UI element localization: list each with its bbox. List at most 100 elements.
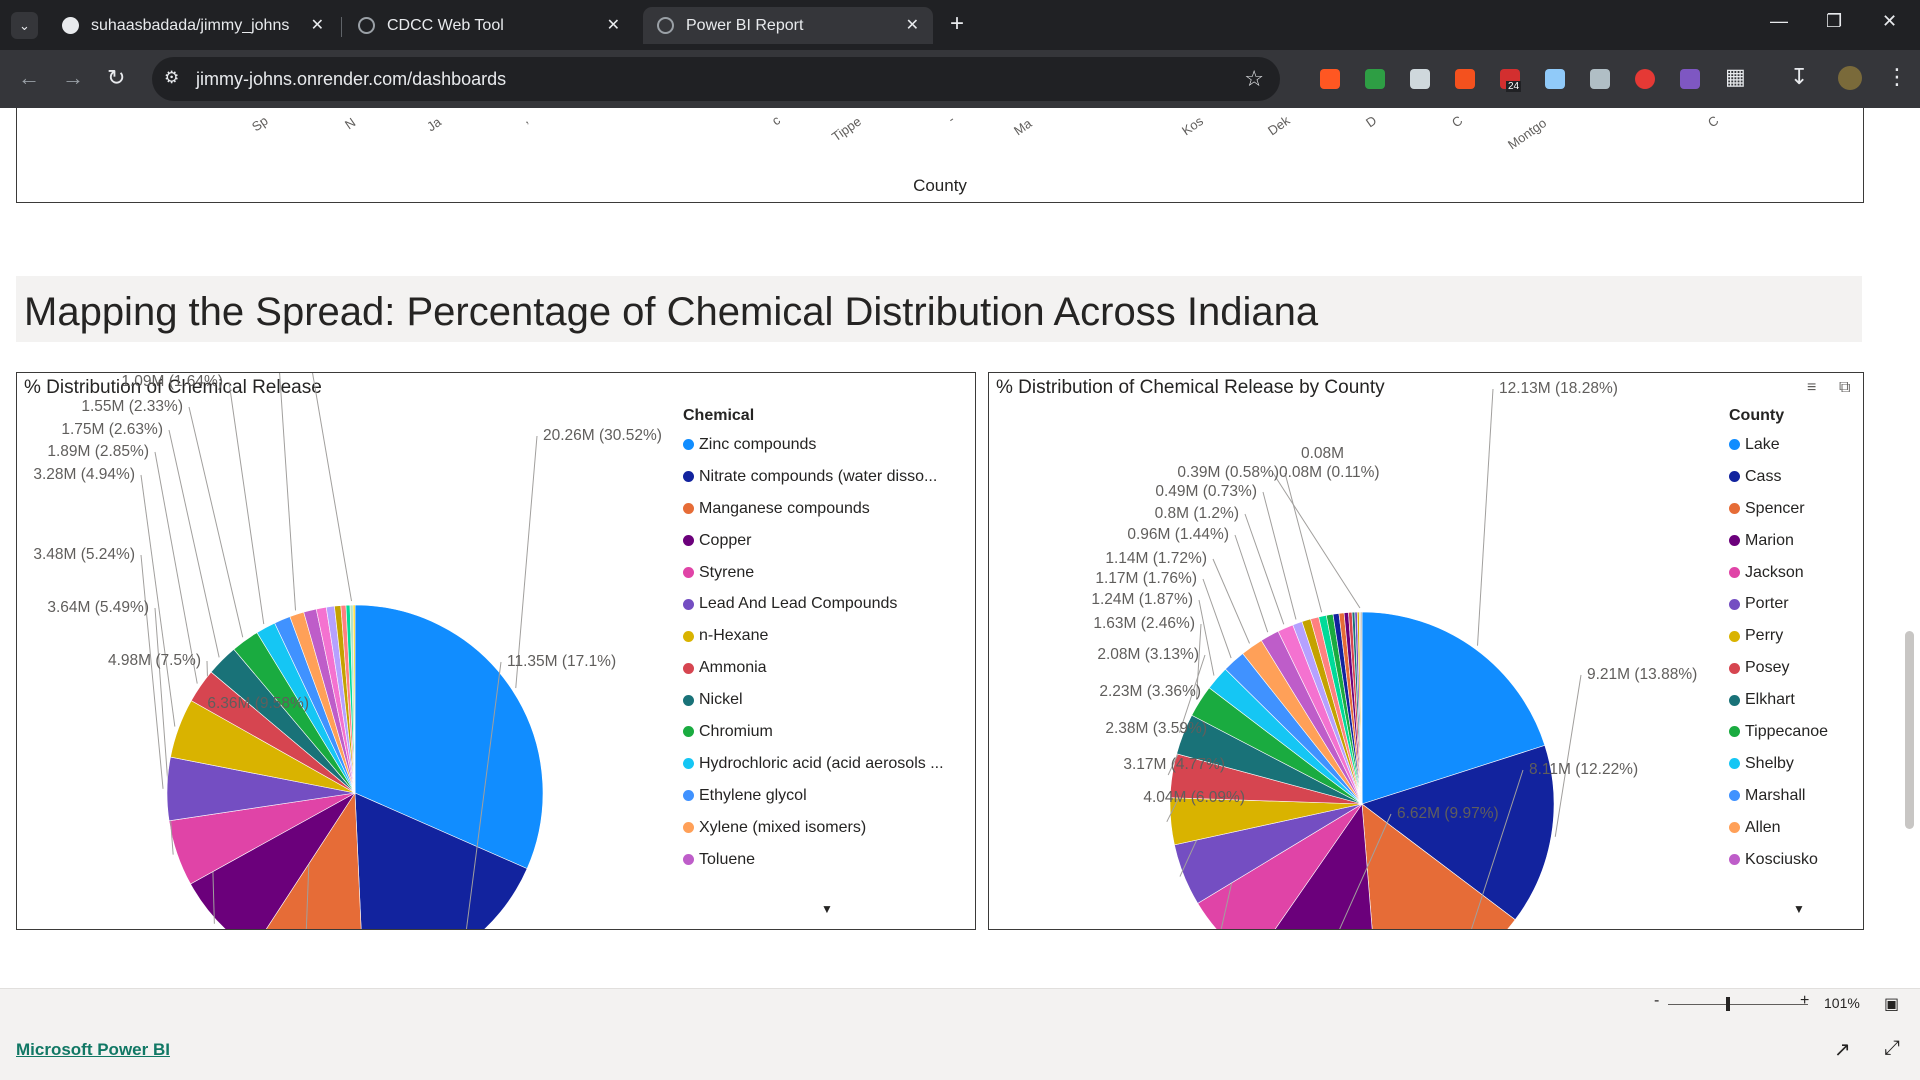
extension-icon[interactable]	[1635, 69, 1655, 89]
tab-separator	[341, 17, 342, 37]
legend-item[interactable]: Nitrate compounds (water disso...	[683, 461, 944, 493]
x-tick-label: C	[1705, 112, 1722, 131]
close-window-icon[interactable]: ✕	[1882, 11, 1898, 31]
legend-item[interactable]: Lake	[1729, 429, 1828, 461]
county-pie-chart[interactable]	[989, 373, 1863, 929]
legend-scroll-down-icon[interactable]: ▼	[821, 902, 833, 916]
close-icon[interactable]: ✕	[310, 17, 324, 34]
globe-icon	[657, 17, 674, 34]
data-label: 0.39M (0.58%)	[1177, 464, 1279, 481]
zoom-out-button[interactable]: -	[1654, 992, 1660, 1009]
county-pie-visual[interactable]: % Distribution of Chemical Release by Co…	[988, 372, 1864, 930]
extensions-puzzle-icon[interactable]: ▦	[1725, 64, 1746, 89]
data-label: 0.79M (1.19%)	[171, 372, 273, 373]
tab-search-button[interactable]: ⌄	[11, 12, 38, 39]
focus-mode-icon[interactable]: ⧉	[1839, 379, 1851, 396]
avatar[interactable]	[1838, 66, 1862, 90]
legend-item[interactable]: Posey	[1729, 652, 1828, 684]
extension-icon[interactable]	[1680, 69, 1700, 89]
pie-slice[interactable]	[190, 792, 356, 929]
legend-item[interactable]: Kosciusko	[1729, 844, 1828, 876]
legend-item[interactable]: Toluene	[683, 844, 944, 876]
tab-power-bi-report[interactable]: Power BI Report ✕	[643, 7, 933, 44]
zoom-slider[interactable]	[1668, 1004, 1808, 1005]
legend-item[interactable]: Allen	[1729, 812, 1828, 844]
filter-icon[interactable]: ≡	[1807, 379, 1817, 396]
legend-item[interactable]: Ammonia	[683, 652, 944, 684]
power-bi-link[interactable]: Microsoft Power BI	[16, 1040, 170, 1059]
close-icon[interactable]: ✕	[905, 17, 919, 34]
tab-cdcc[interactable]: CDCC Web Tool ✕	[344, 7, 634, 44]
legend-item[interactable]: Marshall	[1729, 780, 1828, 812]
legend-marker	[1729, 758, 1740, 770]
pie-slice[interactable]	[354, 792, 528, 929]
legend-item[interactable]: Zinc compounds	[683, 429, 944, 461]
legend-item[interactable]: Hydrochloric acid (acid aerosols ...	[683, 748, 944, 780]
pie-slice[interactable]	[1361, 745, 1555, 921]
url-text[interactable]: jimmy-johns.onrender.com/dashboards	[196, 69, 507, 89]
leader-line	[1212, 558, 1251, 644]
share-icon[interactable]: ↗	[1834, 1039, 1851, 1061]
extension-icon[interactable]	[1365, 69, 1385, 89]
data-label: 0.08M	[1301, 445, 1345, 462]
forward-icon[interactable]: →	[62, 65, 84, 90]
legend-item[interactable]: Nickel	[683, 684, 944, 716]
legend-item[interactable]: Shelby	[1729, 748, 1828, 780]
legend-label: Marshall	[1745, 786, 1806, 804]
restore-icon[interactable]: ❐	[1826, 11, 1843, 31]
zoom-slider-thumb[interactable]	[1726, 997, 1730, 1011]
back-icon[interactable]: ←	[18, 65, 40, 90]
legend-item[interactable]: Xylene (mixed isomers)	[683, 812, 944, 844]
legend-item[interactable]: Porter	[1729, 588, 1828, 620]
legend-item[interactable]: Jackson	[1729, 557, 1828, 589]
zoom-in-button[interactable]: +	[1800, 992, 1810, 1009]
data-label: 2.23M (3.36%)	[1099, 683, 1201, 700]
legend-item[interactable]: n-Hexane	[683, 620, 944, 652]
tab-github[interactable]: suhaasbadada/jimmy_johns ✕	[48, 7, 338, 44]
address-bar[interactable]: ⚙ jimmy-johns.onrender.com/dashboards ☆	[152, 57, 1280, 101]
menu-kebab-icon[interactable]: ⋮	[1886, 64, 1908, 89]
reload-icon[interactable]: ↻	[107, 65, 126, 90]
extension-icon[interactable]	[1320, 69, 1340, 89]
pie-slice[interactable]	[1361, 803, 1516, 929]
extension-icon[interactable]	[1590, 69, 1610, 89]
legend-scroll-down-icon[interactable]: ▼	[1793, 902, 1805, 916]
pie-slice[interactable]	[252, 792, 363, 929]
legend-item[interactable]: Chromium	[683, 716, 944, 748]
pie-slice[interactable]	[1361, 611, 1546, 805]
close-icon[interactable]: ✕	[606, 17, 620, 34]
legend-item[interactable]: Spencer	[1729, 493, 1828, 525]
legend-item[interactable]: Cass	[1729, 461, 1828, 493]
fullscreen-icon[interactable]: ⤢	[1884, 1037, 1900, 1059]
fit-to-page-icon[interactable]: ▣	[1884, 996, 1900, 1013]
extension-icon[interactable]	[1455, 69, 1475, 89]
legend-item[interactable]: Copper	[683, 525, 944, 557]
pie-slice[interactable]	[1252, 803, 1377, 929]
data-label: 0.08M (0.11%)	[1279, 464, 1380, 481]
chemical-pie-visual[interactable]: % Distribution of Chemical Release Chemi…	[16, 372, 976, 930]
pie-slice[interactable]	[354, 604, 544, 870]
legend-marker	[1729, 535, 1740, 547]
new-tab-button[interactable]: +	[950, 10, 965, 37]
legend-item[interactable]: Lead And Lead Compounds	[683, 588, 944, 620]
legend-item[interactable]: Ethylene glycol	[683, 780, 944, 812]
page-scrollbar[interactable]	[1905, 631, 1914, 829]
site-info-icon[interactable]: ⚙	[164, 68, 180, 87]
chemical-pie-chart[interactable]	[17, 373, 975, 929]
extension-icon[interactable]	[1410, 69, 1430, 89]
extension-icon[interactable]	[1545, 69, 1565, 89]
bookmark-star-icon[interactable]: ☆	[1244, 66, 1264, 91]
power-bi-footer: Microsoft Power BI ↗ ⤢	[0, 1018, 1920, 1080]
minimize-icon[interactable]: —	[1770, 11, 1788, 31]
data-label: 1.14M (1.72%)	[1105, 550, 1207, 567]
legend-item[interactable]: Tippecanoe	[1729, 716, 1828, 748]
legend-item[interactable]: Marion	[1729, 525, 1828, 557]
legend-item[interactable]: Perry	[1729, 620, 1828, 652]
download-icon[interactable]: ↧	[1790, 64, 1809, 89]
legend-marker	[683, 726, 694, 738]
legend-item[interactable]: Elkhart	[1729, 684, 1828, 716]
pie-slice[interactable]	[352, 604, 356, 794]
legend-item[interactable]: Styrene	[683, 557, 944, 589]
legend-item[interactable]: Manganese compounds	[683, 493, 944, 525]
pie-slice[interactable]	[1360, 611, 1363, 805]
